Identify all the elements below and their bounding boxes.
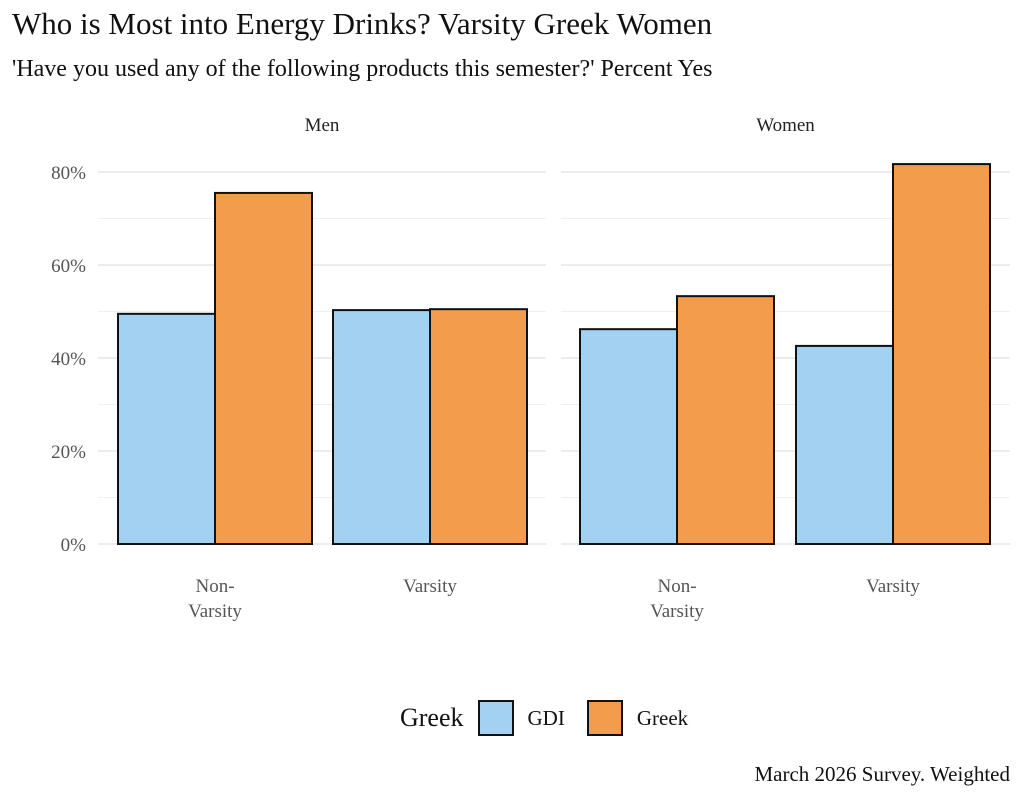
bar-women-non-varsity-greek xyxy=(676,295,775,545)
bar-women-varsity-gdi xyxy=(795,344,894,545)
facet-label-men: Men xyxy=(305,115,340,136)
bar-chart: Men Non- Varsity Varsity Women Non- Varsity Var… xyxy=(51,115,1010,622)
y-tick-label: 20% xyxy=(51,442,86,463)
y-tick-label: 0% xyxy=(61,535,87,556)
chart-title: Who is Most into Energy Drinks? Varsity … xyxy=(12,6,713,41)
x-tick-label: Varsity xyxy=(188,601,242,622)
chart-subtitle: 'Have you used any of the following prod… xyxy=(12,56,713,82)
bar-women-non-varsity-gdi xyxy=(579,328,678,546)
x-tick-label: Varsity xyxy=(403,576,457,597)
bar-men-varsity-gdi xyxy=(332,309,431,546)
legend-key-greek xyxy=(586,700,623,736)
chart-caption: March 2026 Survey. Weighted xyxy=(754,762,1010,786)
legend-label-greek: Greek xyxy=(636,705,689,730)
x-tick-label: Non- xyxy=(195,576,234,597)
bar-men-non-varsity-greek xyxy=(214,191,313,546)
y-tick-label: 40% xyxy=(51,349,86,370)
bar-men-varsity-greek xyxy=(429,308,528,545)
y-tick-label: 80% xyxy=(51,163,86,184)
bar-women-varsity-greek xyxy=(892,163,991,545)
x-tick-label: Varsity xyxy=(650,601,704,622)
legend: Greek GDI Greek xyxy=(400,700,710,736)
bar-men-non-varsity-gdi xyxy=(117,312,216,546)
x-tick-label: Non- xyxy=(657,576,696,597)
y-tick-label: 60% xyxy=(51,256,86,277)
facet-label-women: Women xyxy=(756,115,815,136)
legend-label-gdi: GDI xyxy=(527,705,565,730)
legend-title: Greek xyxy=(400,703,464,732)
x-tick-label: Varsity xyxy=(866,576,920,597)
legend-key-gdi xyxy=(477,700,514,736)
